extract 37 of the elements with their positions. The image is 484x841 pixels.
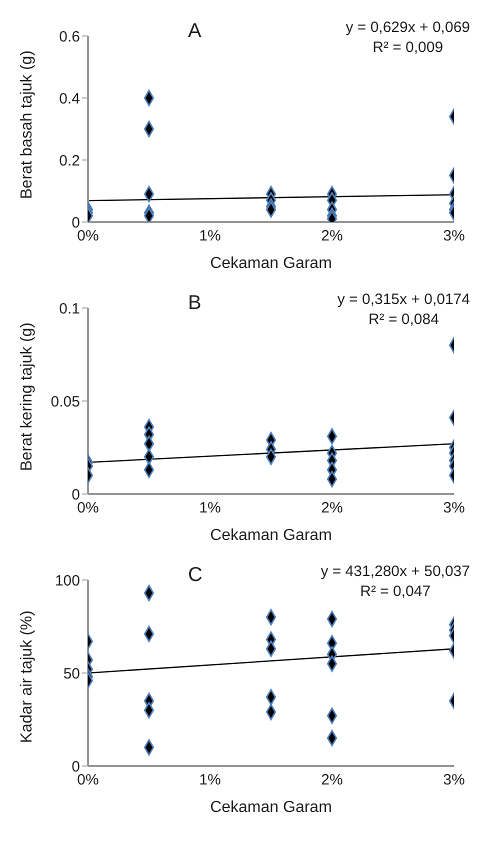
annotation: y = 431,280x + 50,037: [320, 563, 470, 580]
chart-title: C: [188, 564, 202, 586]
x-axis-title: Cekaman Garam: [210, 527, 332, 544]
x-tick-label: 1%: [199, 772, 221, 789]
x-tick-label: 1%: [199, 228, 221, 245]
x-tick-label: 2%: [321, 228, 343, 245]
y-axis-title: Berat basah tajuk (g): [18, 50, 36, 199]
x-tick-label: 3%: [443, 772, 465, 789]
y-axis-title: Berat kering tajuk (g): [18, 322, 36, 471]
y-tick-label: 0.1: [59, 300, 80, 318]
x-axis-title: Cekaman Garam: [210, 255, 332, 272]
annotation: R² = 0,084: [368, 311, 439, 328]
x-tick-label: 0%: [77, 500, 99, 517]
x-axis-title: Cekaman Garam: [210, 799, 332, 816]
y-tick-label: 0: [72, 758, 80, 776]
x-tick-label: 0%: [77, 772, 99, 789]
y-tick-label: 0.05: [50, 393, 80, 410]
x-tick-label: 2%: [321, 772, 343, 789]
annotation: y = 0,315x + 0,0174: [337, 291, 470, 308]
y-tick-label: 100: [54, 572, 80, 590]
annotation: y = 0,629x + 0,069: [346, 19, 470, 36]
annotation: R² = 0,009: [372, 39, 444, 56]
annotation: R² = 0,047: [360, 583, 431, 600]
x-tick-label: 1%: [199, 500, 221, 517]
x-tick-label: 2%: [321, 500, 343, 517]
chart-title: A: [188, 20, 202, 42]
x-tick-label: 3%: [443, 228, 465, 245]
y-tick-label: 0.4: [59, 90, 80, 108]
chart-title: B: [188, 292, 202, 314]
y-tick-label: 0.2: [59, 152, 80, 170]
y-tick-label: 0: [72, 214, 80, 232]
x-tick-label: 0%: [77, 228, 99, 245]
y-tick-label: 0: [72, 486, 80, 504]
x-tick-label: 3%: [443, 500, 465, 517]
y-tick-label: 50: [63, 665, 80, 682]
y-axis-title: Kadar air tajuk (%): [18, 610, 36, 743]
y-tick-label: 0.6: [59, 28, 80, 46]
